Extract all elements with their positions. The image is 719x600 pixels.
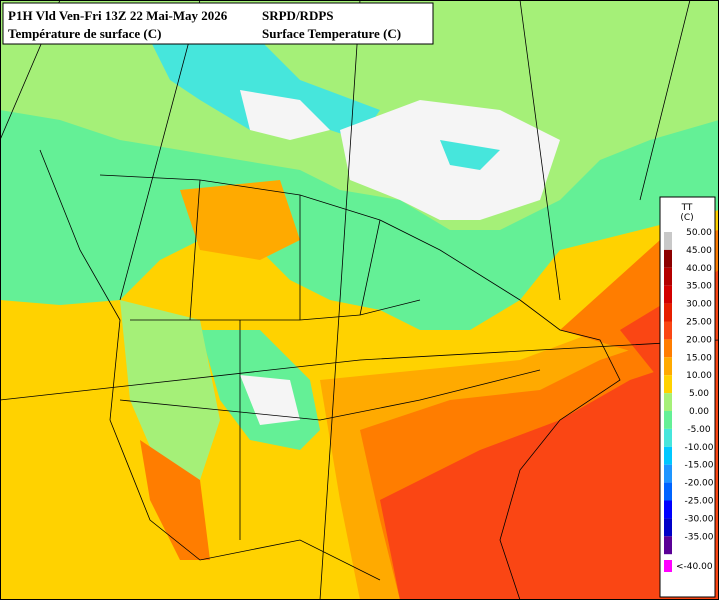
legend-label: -25.00: [684, 497, 713, 507]
legend-label: 45.00: [686, 246, 712, 256]
legend-label: 15.00: [686, 353, 712, 363]
legend-label: 10.00: [686, 371, 712, 381]
legend-label: -20.00: [684, 479, 713, 489]
legend-swatch: [664, 500, 672, 519]
legend-swatch: [664, 357, 672, 376]
legend: TT (C) 50.00 45.00 40.00 35.00 30.00 25.00 20.…: [659, 196, 716, 598]
legend-label: 25.00: [686, 318, 712, 328]
legend-label: 5.00: [689, 389, 709, 399]
legend-swatch: [664, 428, 672, 447]
legend-label: 35.00: [686, 282, 712, 292]
header-text: Température de surface (C): [8, 26, 161, 41]
legend-label: -15.00: [684, 461, 713, 471]
header: P1H Vld Ven-Fri 13Z 22 Mai-May 2026 SRPD…: [2, 2, 434, 45]
legend-swatch: [664, 249, 672, 268]
legend-swatch: [664, 411, 672, 429]
legend-swatch: [664, 303, 672, 322]
legend-swatch: [664, 232, 672, 250]
legend-label: -30.00: [684, 514, 713, 524]
legend-label: <-40.00: [676, 562, 713, 572]
legend-swatch: [664, 446, 672, 465]
legend-swatch: [664, 285, 672, 304]
legend-label: -10.00: [684, 443, 713, 453]
legend-swatch: [664, 339, 672, 358]
legend-swatch: [664, 464, 672, 483]
header-text: Surface Temperature (C): [262, 26, 401, 41]
legend-label: -35.00: [684, 532, 713, 542]
legend-label: 30.00: [686, 300, 712, 310]
header-box: [2, 2, 434, 45]
legend-swatch: [664, 321, 672, 340]
legend-swatch: [664, 560, 672, 572]
legend-swatch: [664, 393, 672, 411]
legend-swatch: [664, 518, 672, 537]
legend-label: 40.00: [686, 264, 712, 274]
legend-label: 0.00: [689, 407, 709, 417]
legend-swatch: [664, 375, 672, 394]
legend-unit: (C): [680, 213, 693, 223]
legend-label: 20.00: [686, 335, 712, 345]
legend-title: TT: [681, 203, 693, 213]
legend-swatch: [664, 536, 672, 555]
header-text: P1H Vld Ven-Fri 13Z 22 Mai-May 2026: [8, 8, 228, 23]
header-text: SRPD/RDPS: [262, 8, 334, 23]
legend-label: 50.00: [686, 228, 712, 238]
legend-swatch: [664, 267, 672, 286]
legend-swatch: [664, 482, 672, 501]
legend-label: -5.00: [687, 425, 711, 435]
